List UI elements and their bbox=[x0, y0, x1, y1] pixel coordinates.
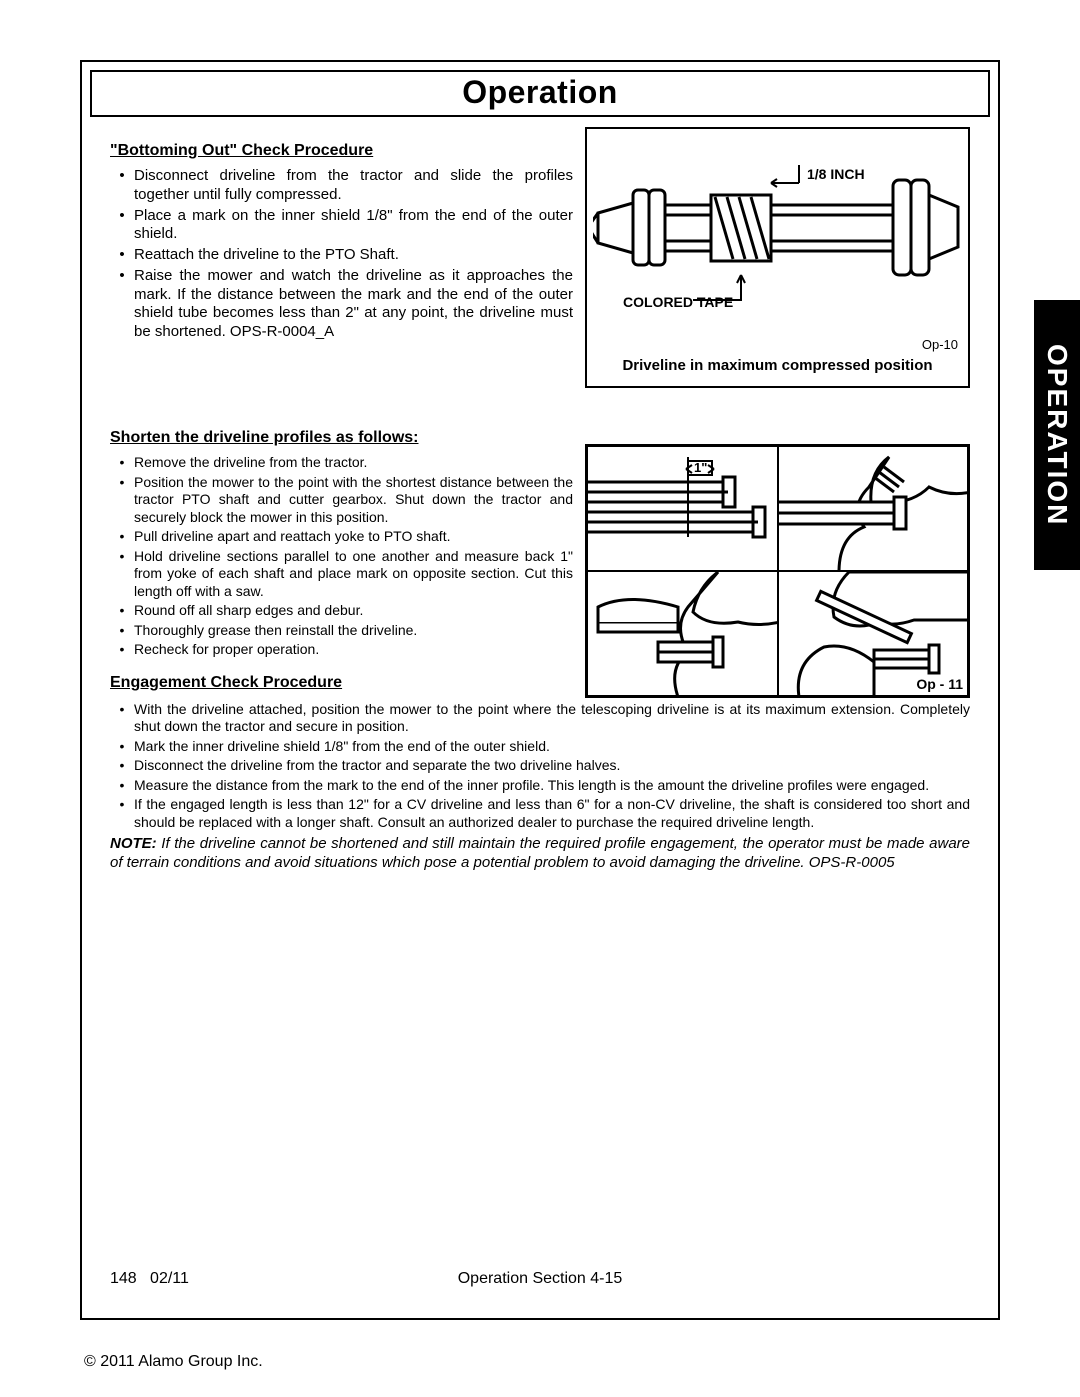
figure-op11-label: Op - 11 bbox=[916, 676, 963, 694]
section1-heading: "Bottoming Out" Check Procedure bbox=[110, 141, 573, 161]
footer-left: 148 02/11 bbox=[110, 1270, 189, 1288]
footer: 148 02/11 Operation Section 4-15 bbox=[110, 1270, 970, 1288]
list-item: Mark the inner driveline shield 1/8" fro… bbox=[110, 738, 970, 756]
section2-heading: Shorten the driveline profiles as follow… bbox=[110, 428, 573, 448]
list-item: Position the mower to the point with the… bbox=[110, 474, 573, 527]
list-item: Pull driveline apart and reattach yoke t… bbox=[110, 528, 573, 546]
note-text: NOTE: If the driveline cannot be shorten… bbox=[110, 835, 970, 873]
section3-list: With the driveline attached, position th… bbox=[110, 701, 970, 832]
note-label: NOTE: bbox=[110, 835, 157, 852]
list-item: With the driveline attached, position th… bbox=[110, 701, 970, 736]
fig2-panel-1: 1" bbox=[587, 446, 778, 571]
copyright: © 2011 Alamo Group Inc. bbox=[84, 1353, 263, 1371]
fig1-label-top: 1/8 INCH bbox=[807, 166, 865, 182]
list-item: If the engaged length is less than 12" f… bbox=[110, 796, 970, 831]
list-item: Thoroughly grease then reinstall the dri… bbox=[110, 622, 573, 640]
section3-heading: Engagement Check Procedure bbox=[110, 673, 573, 693]
content-area: "Bottoming Out" Check Procedure Disconne… bbox=[82, 117, 998, 883]
list-item: Hold driveline sections parallel to one … bbox=[110, 548, 573, 601]
list-item: Disconnect the driveline from the tracto… bbox=[110, 757, 970, 775]
list-item: Remove the driveline from the tractor. bbox=[110, 454, 573, 472]
fig1-label-bottom: COLORED TAPE bbox=[623, 294, 733, 310]
list-item: Round off all sharp edges and debur. bbox=[110, 602, 573, 620]
side-tab: OPERATION bbox=[1034, 300, 1080, 570]
list-item: Measure the distance from the mark to th… bbox=[110, 777, 970, 795]
footer-center: Operation Section 4-15 bbox=[458, 1270, 623, 1288]
page-frame: Operation "Bottoming Out" Check Procedur… bbox=[80, 60, 1000, 1320]
fig2-panel-4: Op - 11 bbox=[778, 571, 969, 696]
list-item: Reattach the driveline to the PTO Shaft. bbox=[110, 246, 573, 265]
svg-text:1": 1" bbox=[694, 460, 707, 475]
figure-op10: 1/8 INCH COLORED TAPE Op-10 Driveline in… bbox=[585, 127, 970, 388]
fig2-panel-2 bbox=[778, 446, 969, 571]
section2-list: Remove the driveline from the tractor. P… bbox=[110, 454, 573, 659]
list-item: Raise the mower and watch the driveline … bbox=[110, 267, 573, 342]
list-item: Place a mark on the inner shield 1/8" fr… bbox=[110, 207, 573, 245]
figure-op11: 1" bbox=[585, 444, 970, 698]
section1-list: Disconnect driveline from the tractor an… bbox=[110, 167, 573, 342]
figure-op10-label: Op-10 bbox=[593, 337, 958, 353]
page-title: Operation bbox=[90, 70, 990, 117]
list-item: Disconnect driveline from the tractor an… bbox=[110, 167, 573, 205]
fig2-panel-3 bbox=[587, 571, 778, 696]
list-item: Recheck for proper operation. bbox=[110, 641, 573, 659]
figure-op10-caption: Driveline in maximum compressed position bbox=[593, 357, 962, 376]
